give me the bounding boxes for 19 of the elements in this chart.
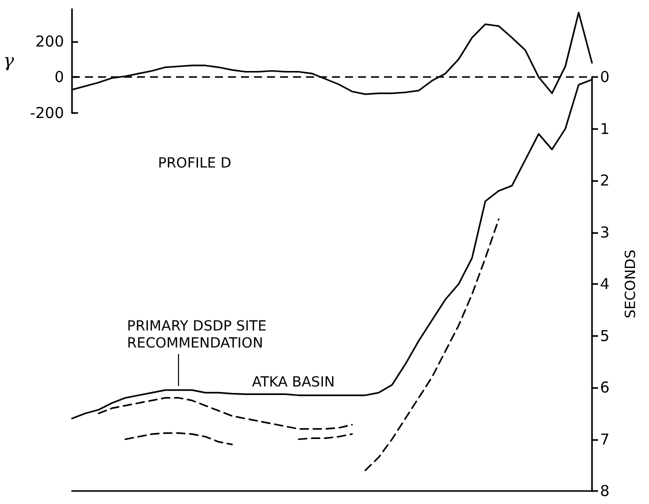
y-tick-label: 200 xyxy=(35,32,64,50)
y-axis-title: γ xyxy=(3,50,14,72)
y-tick-label: 8 xyxy=(600,482,610,500)
line-series xyxy=(98,397,353,430)
y-tick-label: 5 xyxy=(600,326,610,345)
y-tick-label: 7 xyxy=(600,430,610,448)
y-tick-label: 0 xyxy=(54,68,64,86)
line-series xyxy=(364,218,500,472)
y-tick-label: 6 xyxy=(600,378,610,396)
annotation: PRIMARY DSDP SITE RECOMMENDATION xyxy=(127,318,271,352)
y-tick-label: 3 xyxy=(600,223,610,242)
y-tick-label: 0 xyxy=(600,68,610,86)
annotation: ATKA BASIN xyxy=(252,374,335,390)
y-tick-label: 1 xyxy=(600,120,610,138)
annotation: PROFILE D xyxy=(158,156,232,172)
y-tick-label: -200 xyxy=(30,104,64,122)
y-tick-label: 2 xyxy=(600,172,610,190)
y-axis-title: SECONDS xyxy=(623,250,639,318)
y-tick-label: 4 xyxy=(600,275,610,293)
